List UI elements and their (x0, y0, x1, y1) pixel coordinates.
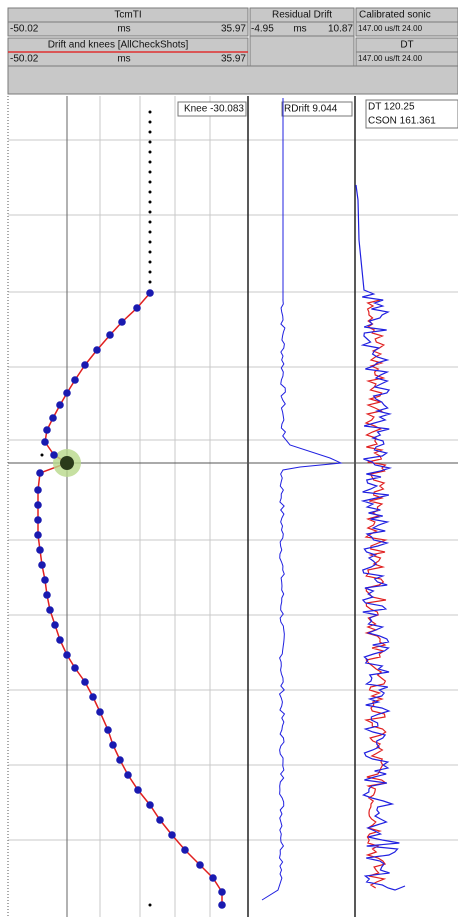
header-filler (7, 65, 458, 95)
checkshot-point (34, 501, 42, 509)
scale-unit: ms (117, 54, 130, 65)
checkshot-point (156, 816, 164, 824)
checkshot-point (96, 708, 104, 716)
checkshot-point (63, 389, 71, 397)
scale-max: 35.97 (221, 24, 246, 35)
dt-label: DT 120.25 (368, 102, 415, 113)
track-title: Calibrated sonic (359, 10, 431, 21)
checkshot-point (51, 621, 59, 629)
marker-dot (148, 130, 152, 134)
knee-point (60, 456, 74, 470)
checkshot-point (118, 318, 126, 326)
checkshot-point (124, 771, 132, 779)
track-subtitle: DT (400, 40, 413, 51)
residual-curve (261, 98, 343, 901)
checkshot-point (71, 664, 79, 672)
checkshot-point (104, 726, 112, 734)
header-cell (355, 21, 458, 37)
checkshot-point (34, 516, 42, 524)
checkshot-point (196, 861, 204, 869)
marker-dot (148, 190, 152, 194)
checkshot-point (133, 304, 141, 312)
marker-dot (148, 210, 152, 214)
curves (34, 98, 406, 909)
label-box (365, 99, 458, 129)
scale-min: -50.02 (10, 24, 39, 35)
knee-label: Knee -30.083 (184, 104, 244, 115)
checkshot-point (89, 693, 97, 701)
checkshot-point (49, 414, 57, 422)
checkshot-point (63, 651, 71, 659)
checkshot-point (36, 546, 44, 554)
checkshot-point (81, 361, 89, 369)
label-box (177, 101, 247, 117)
marker-dot (148, 230, 152, 234)
checkshot-point (218, 901, 226, 909)
marker-dot (148, 110, 152, 114)
dt-curve (355, 184, 406, 891)
marker-dot (40, 453, 44, 457)
scale-text: 147.00 us/ft 24.00 (358, 54, 423, 63)
scale-min: -4.95 (251, 24, 274, 35)
marker-dot (148, 220, 152, 224)
scale-unit: ms (293, 24, 306, 35)
marker-dot (148, 180, 152, 184)
marker-dot (148, 240, 152, 244)
checkshot-point (181, 846, 189, 854)
marker-dot (148, 260, 152, 264)
rdrift-label: RDrift 9.044 (284, 104, 338, 115)
checkshot-point (81, 678, 89, 686)
checkshot-point (56, 636, 64, 644)
marker-dot (148, 160, 152, 164)
cson-label: CSON 161.361 (368, 116, 436, 127)
checkshot-point (116, 756, 124, 764)
track-title: TcmTI (114, 10, 141, 21)
checkshot-point (106, 331, 114, 339)
checkshot-point (41, 576, 49, 584)
track-title: Residual Drift (272, 10, 332, 21)
checkshot-point (43, 426, 51, 434)
scale-max: 35.97 (221, 54, 246, 65)
checkshot-point (36, 469, 44, 477)
scale-max: 10.87 (328, 24, 353, 35)
checkshot-point (134, 786, 142, 794)
marker-dot (148, 170, 152, 174)
checkshot-point (109, 741, 117, 749)
checkshot-point (71, 376, 79, 384)
scale-unit: ms (117, 24, 130, 35)
marker-dot (148, 140, 152, 144)
marker-dot (148, 270, 152, 274)
checkshot-point (50, 451, 58, 459)
scale-min: -50.02 (10, 54, 39, 65)
track-subtitle: Drift and knees [AllCheckShots] (48, 40, 189, 51)
checkshot-point (93, 346, 101, 354)
marker-dot (148, 250, 152, 254)
marker-dot (148, 903, 152, 907)
marker-dot (148, 200, 152, 204)
checkshot-point (146, 289, 154, 297)
checkshot-point (146, 801, 154, 809)
checkshot-point (34, 486, 42, 494)
marker-dot (148, 280, 152, 284)
checkshot-point (56, 401, 64, 409)
checkshot-point (218, 888, 226, 896)
header-cell (7, 21, 249, 37)
checkshot-point (43, 591, 51, 599)
label-box (281, 101, 353, 117)
checkshot-point (46, 606, 54, 614)
scale-text: 147.00 us/ft 24.00 (358, 24, 423, 33)
checkshot-point (38, 561, 46, 569)
checkshot-point (168, 831, 176, 839)
calibrated-sonic (364, 299, 388, 889)
checkshot-point (34, 531, 42, 539)
marker-dot (148, 150, 152, 154)
checkshot-point (41, 438, 49, 446)
checkshot-point (209, 874, 217, 882)
marker-dot (148, 120, 152, 124)
